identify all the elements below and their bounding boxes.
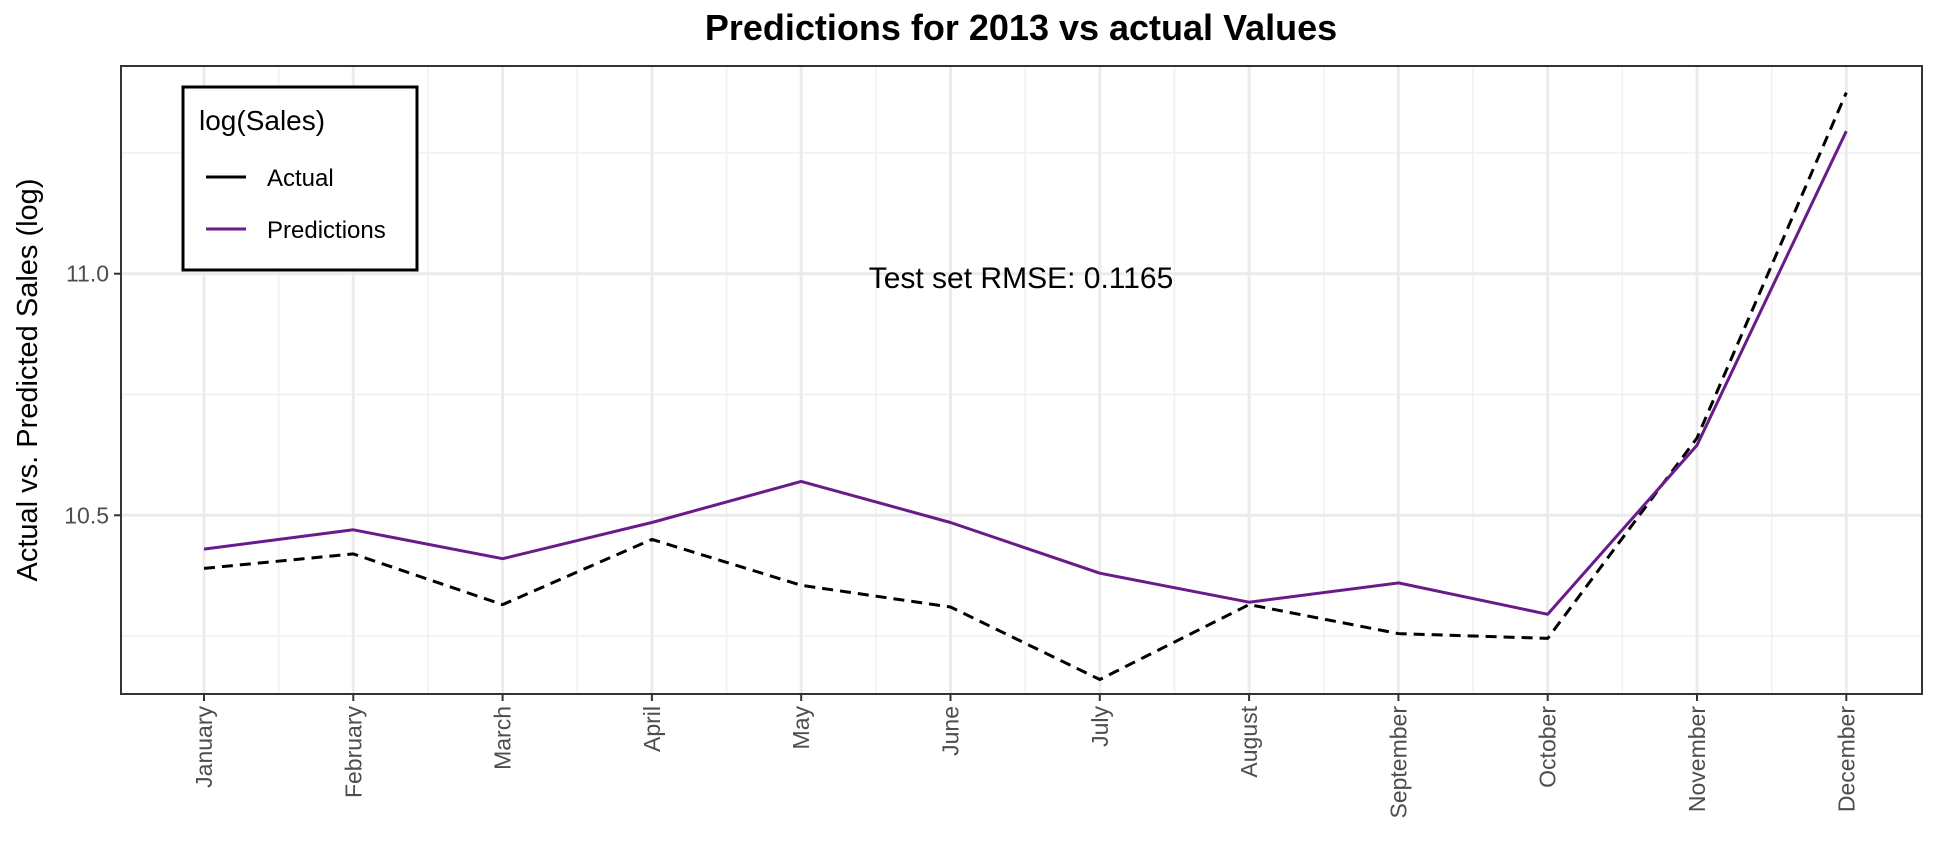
y-axis-label: Actual vs. Predicted Sales (log) [12,179,44,582]
x-tick-label: March [490,706,516,770]
series-line-predictions [203,130,1848,616]
legend-label-actual: Actual [267,165,334,192]
series-layer [203,92,1848,681]
x-tick-label: November [1684,706,1710,812]
legend: log(Sales) Actual Predictions [181,85,419,272]
x-tick-label: July [1087,706,1113,747]
legend-title: log(Sales) [199,105,325,136]
x-tick-label: June [938,706,964,756]
x-tick-label: December [1833,706,1859,812]
x-tick-label: October [1535,706,1561,788]
rmse-annotation: Test set RMSE: 0.1165 [869,262,1174,295]
panel-border [120,65,1923,695]
x-tick-label: February [340,706,366,799]
x-tick-label: January [191,706,217,788]
chart-title: Predictions for 2013 vs actual Values [705,7,1337,48]
grid-lines [121,66,1922,694]
y-tick-label: 11.0 [66,261,109,287]
y-tick-label: 10.5 [64,502,109,528]
x-axis-ticks: January February March April May June July Augu… [191,694,1859,819]
x-tick-label: September [1385,706,1411,819]
x-tick-label: April [639,706,665,752]
x-tick-label: August [1236,705,1262,777]
legend-label-predictions: Predictions [267,217,386,244]
y-axis-ticks: 10.5 11.0 [64,261,121,528]
x-tick-label: May [788,706,814,750]
